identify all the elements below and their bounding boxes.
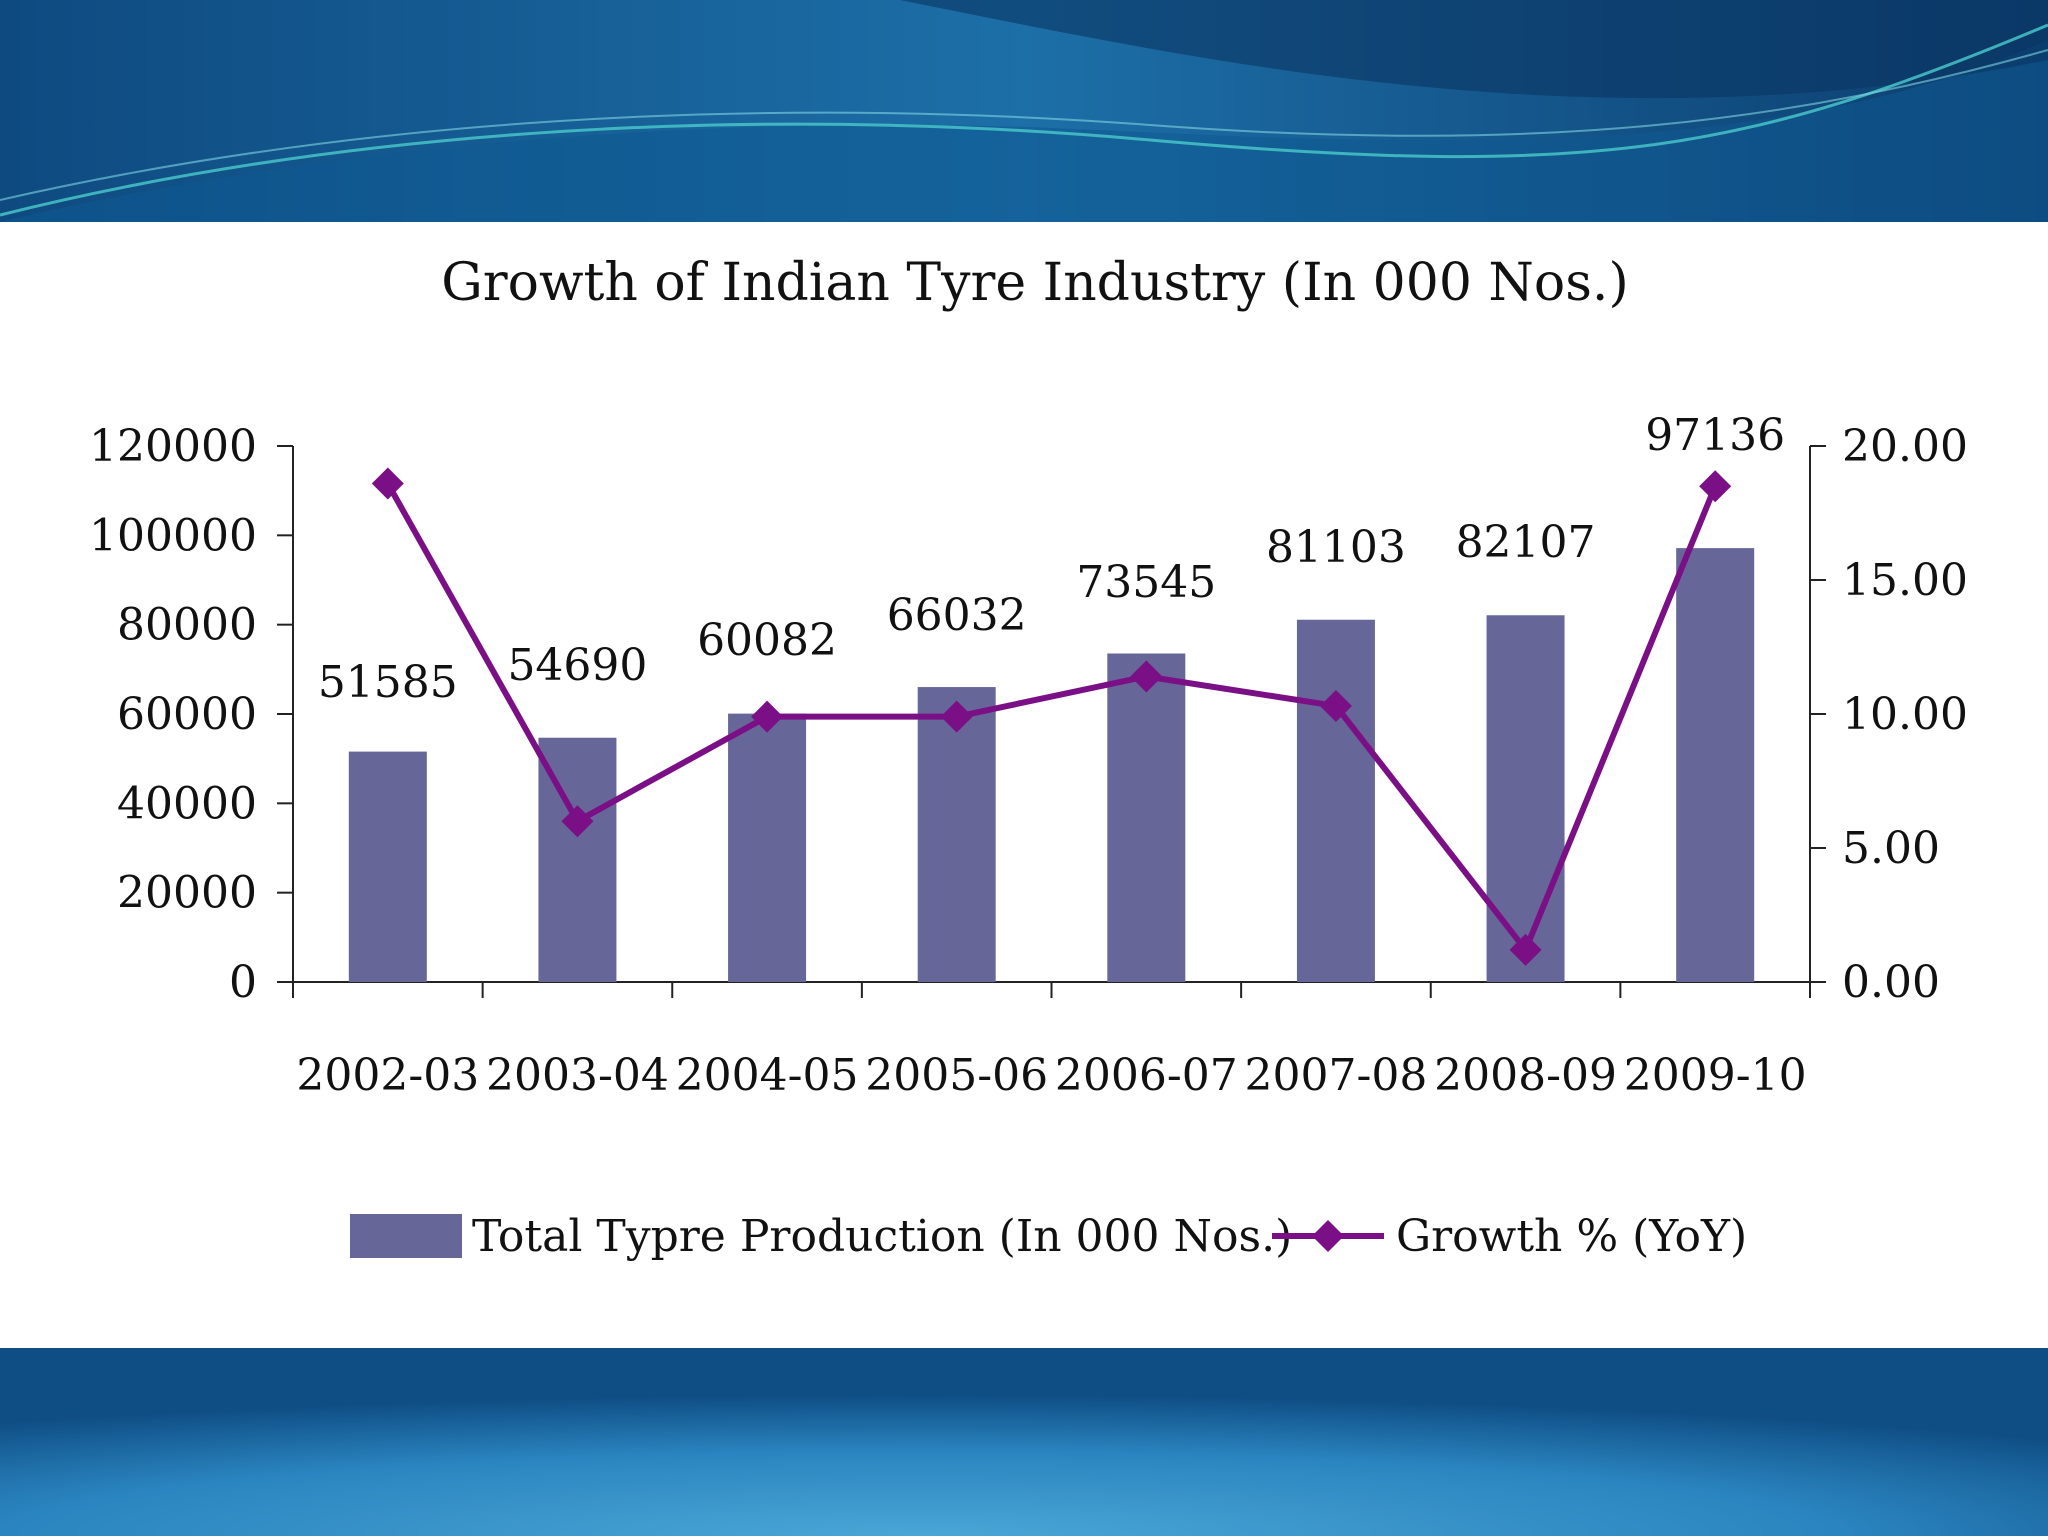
bar-data-label: 73545 — [1076, 557, 1216, 608]
x-tick-label: 2002-03 — [296, 1050, 479, 1101]
y-right-tick-label: 5.00 — [1842, 823, 1940, 874]
y-right-tick-label: 10.00 — [1842, 689, 1968, 740]
bar — [728, 713, 807, 982]
bar — [917, 687, 996, 982]
x-tick-label: 2006-07 — [1055, 1050, 1238, 1101]
bar — [1676, 548, 1755, 982]
bar-data-label: 51585 — [318, 657, 458, 708]
y-left-tick-label: 20000 — [117, 868, 257, 919]
growth-point-marker — [371, 467, 404, 500]
legend-swatch-growth-marker — [1312, 1220, 1344, 1252]
bar-data-label: 81103 — [1266, 522, 1406, 573]
header-band — [0, 0, 2048, 222]
chart-title: Growth of Indian Tyre Industry (In 000 N… — [441, 253, 1629, 313]
growth-point-marker — [1130, 660, 1163, 693]
y-left-tick-label: 100000 — [89, 510, 257, 561]
growth-line-series — [371, 467, 1732, 966]
y-left-tick-label: 60000 — [117, 689, 257, 740]
y-left-tick-label: 0 — [229, 957, 257, 1008]
bar-data-labels: 51585 54690 60082 66032 73545 81103 82107 97136 — [318, 410, 1785, 708]
growth-point-marker — [751, 700, 784, 733]
bar-data-label: 54690 — [507, 640, 647, 691]
x-tick-label: 2008-09 — [1434, 1050, 1617, 1101]
legend: Total Typre Production (In 000 Nos.) Grow… — [350, 1211, 1747, 1262]
bar-data-label: 66032 — [887, 590, 1027, 641]
legend-swatch-production — [350, 1214, 462, 1258]
y-left-tick-label: 80000 — [117, 600, 257, 651]
x-tick-label: 2004-05 — [676, 1050, 859, 1101]
bar — [348, 751, 427, 982]
bar — [1107, 653, 1186, 982]
growth-point-marker — [561, 805, 594, 838]
x-tick-label: 2007-08 — [1245, 1050, 1428, 1101]
growth-point-marker — [1509, 933, 1542, 966]
bar — [1486, 615, 1565, 982]
growth-point-marker — [1699, 470, 1732, 503]
tick-labels: 0 20000 40000 60000 80000 100000 120000 0.00 5.0… — [89, 421, 1968, 1101]
legend-label-growth: Growth % (YoY) — [1396, 1211, 1747, 1262]
y-right-tick-label: 15.00 — [1842, 555, 1968, 606]
footer-band — [0, 1348, 2048, 1536]
growth-line — [385, 482, 1718, 953]
x-tick-label: 2005-06 — [865, 1050, 1048, 1101]
x-tick-label: 2003-04 — [486, 1050, 669, 1101]
x-tick-label: 2009-10 — [1624, 1050, 1807, 1101]
bars — [348, 548, 1755, 982]
bar-data-label: 97136 — [1645, 410, 1785, 461]
y-left-tick-label: 40000 — [117, 778, 257, 829]
legend-label-production: Total Typre Production (In 000 Nos.) — [472, 1211, 1292, 1262]
growth-point-marker — [940, 700, 973, 733]
y-right-tick-label: 20.00 — [1842, 421, 1968, 472]
y-left-tick-label: 120000 — [89, 421, 257, 472]
bar-data-label: 60082 — [697, 615, 837, 666]
growth-point-marker — [1319, 689, 1352, 722]
y-right-tick-label: 0.00 — [1842, 957, 1940, 1008]
bar — [1296, 619, 1375, 982]
bar-data-label: 82107 — [1456, 517, 1596, 568]
